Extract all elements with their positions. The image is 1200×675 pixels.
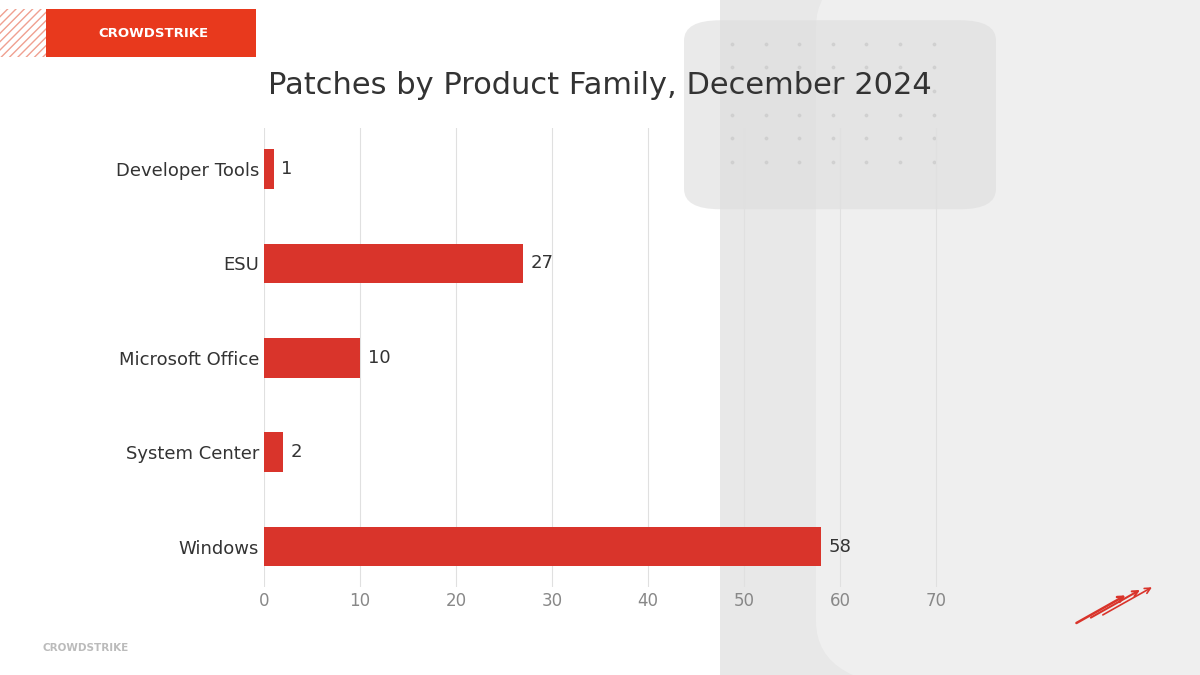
Text: 2: 2 <box>290 443 302 461</box>
FancyBboxPatch shape <box>0 9 46 57</box>
Bar <box>264 149 274 189</box>
Text: 1: 1 <box>281 160 293 178</box>
FancyBboxPatch shape <box>816 0 1200 675</box>
Text: Patches by Product Family, December 2024: Patches by Product Family, December 2024 <box>268 71 932 100</box>
FancyBboxPatch shape <box>46 9 256 57</box>
Text: 27: 27 <box>530 254 554 272</box>
Text: CROWDSTRIKE: CROWDSTRIKE <box>98 26 209 40</box>
Bar <box>264 338 360 377</box>
Bar <box>264 526 821 566</box>
Bar <box>264 432 283 472</box>
Text: 10: 10 <box>367 349 390 367</box>
FancyBboxPatch shape <box>684 20 996 209</box>
FancyBboxPatch shape <box>720 0 1200 675</box>
Text: 58: 58 <box>828 537 851 556</box>
Text: CROWDSTRIKE: CROWDSTRIKE <box>42 643 128 653</box>
Bar <box>264 244 523 284</box>
